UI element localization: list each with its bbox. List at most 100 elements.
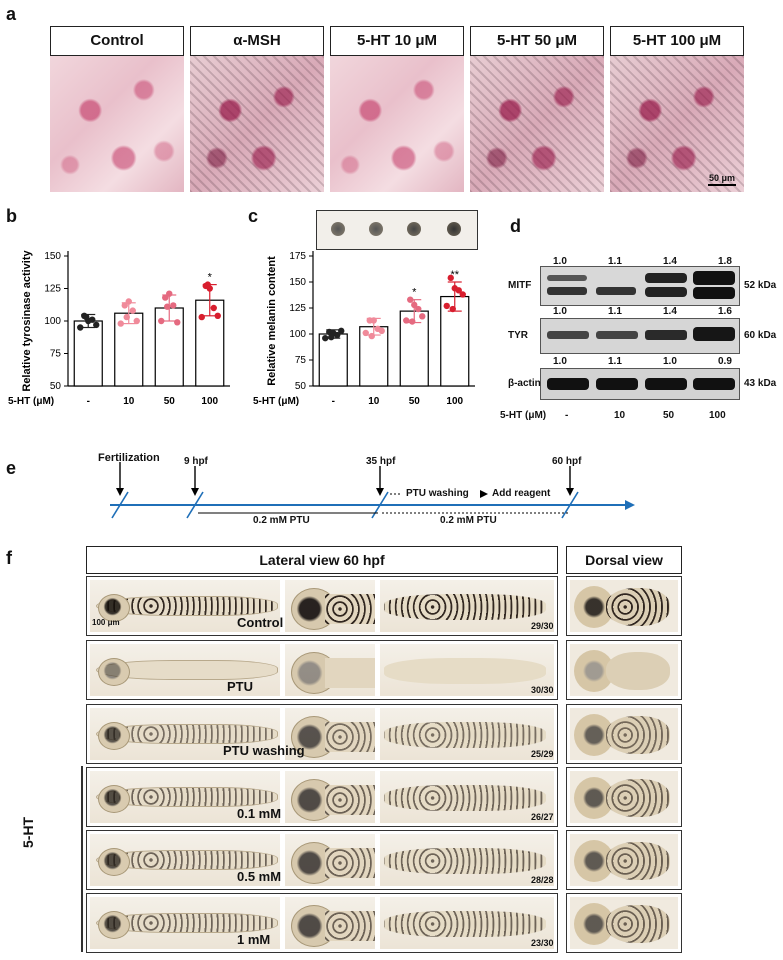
y-tick-label: 100 [44,316,61,327]
data-point [117,320,124,327]
data-point [407,296,414,303]
condition-label: 0.1 mM [237,806,282,821]
y-tick-label: 175 [289,251,306,262]
mitf-q1: 1.0 [553,256,567,267]
data-point [170,302,177,309]
significance-mark: * [412,287,417,299]
data-point [83,313,90,321]
data-point [459,291,466,298]
dorsal-box [566,704,682,764]
x-axis-label: 5-HT (μM) [253,396,299,407]
lateral-box: PTU washing 25/29 [86,704,558,764]
penetrance-ratio: 23/30 [531,938,554,948]
timeline-e [110,462,635,519]
dorsal-image [570,897,678,949]
significance-mark: * [208,272,213,284]
penetrance-ratio: 26/27 [531,812,554,822]
header-control: Control [50,26,184,56]
header-5ht-10: 5-HT 10 μM [330,26,464,56]
data-point [164,303,171,310]
lateral-box: Control 29/30 [86,576,558,636]
panel-label-b: b [6,206,17,226]
data-point [368,332,375,340]
micrograph-5ht-10 [330,56,464,192]
data-point [77,324,84,331]
data-point [328,333,335,341]
dorsal-image [570,580,678,632]
x-tick-label: 10 [123,396,135,407]
data-point [198,313,205,321]
x-tick-label: 100 [201,396,218,407]
panel-label-f: f [6,548,12,568]
mitf-q2: 1.1 [608,256,622,267]
label-35hpf: 35 hpf [366,456,396,467]
data-point [338,327,345,335]
panel-label-e: e [6,458,17,478]
dorsal-image [570,771,678,823]
y-tick-label: 150 [289,277,306,288]
pellet-1 [331,222,345,236]
kda-mitf: 52 kDa [744,280,777,291]
blot-xlabel: 5-HT (μM) [500,410,547,421]
pellet-4 [447,222,461,236]
micrograph-amsh [190,56,324,192]
chart-b: 50 75 100 125 150 Relative tyrosinase activit… [8,250,230,407]
penetrance-ratio: 29/30 [531,621,554,631]
actin-q1: 1.0 [553,356,567,367]
panel-label-c: c [248,206,259,226]
x-tick-label: 50 [164,396,176,407]
panel-label-d: d [510,216,521,236]
data-point [214,312,221,319]
head-closeup-image [285,771,375,823]
data-point [411,301,418,309]
data-point [158,317,165,325]
whole-larva-image [90,897,280,949]
y-tick-label: 75 [295,355,307,366]
label-washing: PTU washing [406,488,469,499]
lane-4: 100 [709,410,726,421]
dorsal-box [566,640,682,700]
y-tick-label: 125 [44,284,61,295]
y-axis-label: Relative tyrosinase activity [21,250,33,392]
blot-label-actin: β-actin [508,378,541,389]
condition-label: 0.5 mM [237,869,282,884]
lateral-box: PTU 30/30 [86,640,558,700]
label-seg1: 0.2 mM PTU [253,515,310,526]
y-tick-label: 125 [289,303,306,314]
x-axis-label: 5-HT (μM) [8,396,54,407]
whole-larva-image [90,644,280,696]
data-point [370,317,377,324]
timeline-arrowhead [625,500,635,510]
tyr-q1: 1.0 [553,306,567,317]
data-point [210,304,217,312]
bar [73,320,103,387]
data-point [89,316,96,323]
penetrance-ratio: 28/28 [531,875,554,885]
lateral-box: 0.5 mM 28/28 [86,830,558,890]
data-point [204,281,211,288]
lateral-box: 0.1 mM 26/27 [86,767,558,827]
lane-2: 10 [614,410,626,421]
data-point [133,317,140,325]
scale-label-f: 100 μm [92,618,120,627]
blot-label-tyr: TYR [508,330,528,341]
x-tick-label: 50 [409,396,421,407]
tyr-q4: 1.6 [718,306,732,317]
blot-label-mitf: MITF [508,280,532,291]
group-label-5ht: 5-HT [20,816,36,848]
trunk-closeup-image [380,644,554,696]
data-point [162,294,169,301]
label-60hpf: 60 hpf [552,456,582,467]
data-point [362,329,369,337]
data-point [129,307,136,314]
data-point [166,290,173,297]
bar [318,333,348,387]
dorsal-image [570,644,678,696]
y-tick-label: 50 [295,381,307,392]
dorsal-image [570,834,678,886]
lane-3: 50 [663,410,675,421]
data-point [334,331,341,339]
data-point [455,287,462,294]
x-tick-label: - [87,396,90,407]
actin-q2: 1.1 [608,356,622,367]
